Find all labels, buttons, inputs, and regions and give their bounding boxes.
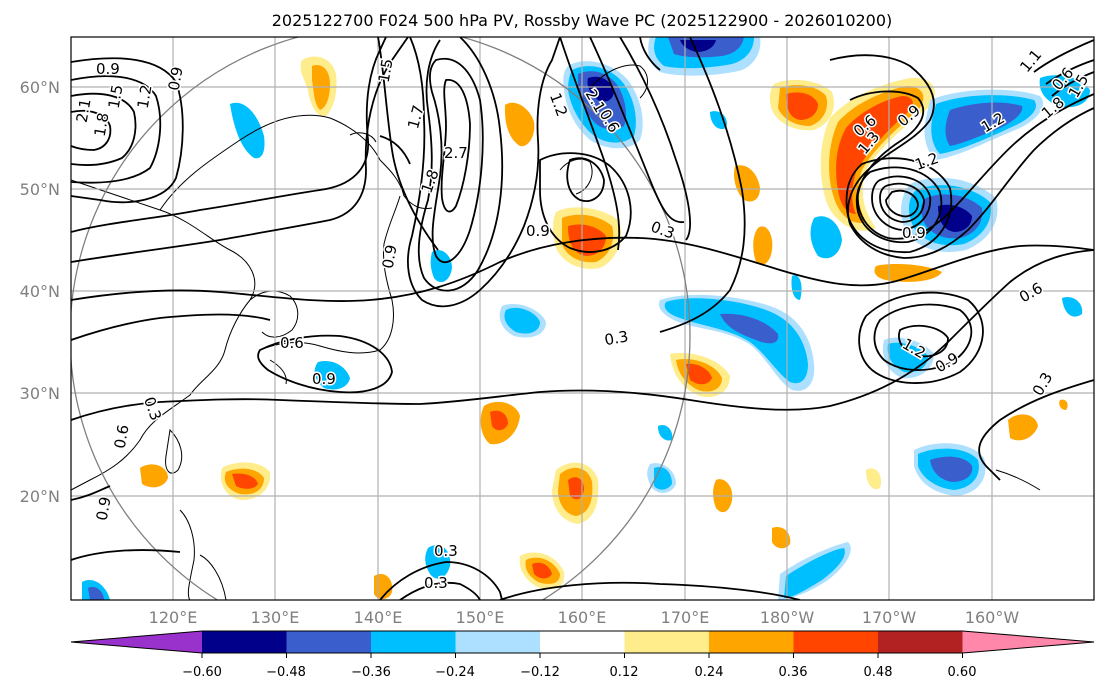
colorbar-segment (371, 631, 456, 653)
colorbar-segment (793, 631, 879, 653)
lat-label: 20°N (20, 487, 60, 506)
contour-label: 2.7 (444, 144, 468, 162)
contour-label: 0.9 (312, 370, 336, 388)
colorbar-segment (455, 631, 541, 653)
colorbar-tick-label: −0.24 (435, 665, 475, 680)
contour-label: 0.3 (434, 542, 458, 560)
contour-label: 0.9 (165, 65, 187, 92)
latitude-labels: 60°N 50°N 40°N 30°N 20°N (20, 78, 60, 506)
lon-label: 140°E (354, 608, 403, 627)
colorbar-tick-label: −0.36 (351, 665, 391, 680)
lat-label: 40°N (20, 282, 60, 301)
colorbar-segment (202, 631, 287, 653)
lon-label: 160°W (965, 608, 1020, 627)
lon-label: 180°W (760, 608, 815, 627)
range-circle (71, 37, 691, 600)
colorbar-tick-label: 0.48 (864, 665, 893, 680)
contour-label: 0.9 (96, 60, 120, 78)
colorbar (70, 630, 1095, 658)
colorbar-tick-label: 0.24 (695, 665, 724, 680)
lon-label: 120°E (149, 608, 198, 627)
map-frame (70, 36, 1095, 601)
colorbar-tick-label: 0.60 (948, 665, 977, 680)
colorbar-segment (709, 631, 794, 653)
colorbar-tick-labels: −0.60 −0.48 −0.36 −0.24 −0.12 0.12 0.24 … (182, 665, 976, 680)
lon-label: 130°E (251, 608, 300, 627)
lon-label: 150°E (456, 608, 505, 627)
map-area: 0.9 1.2 2.1 1.8 1.5 0.9 1.5 1.7 2.7 1.8 … (71, 37, 1094, 600)
colorbar-tick-label: −0.12 (520, 665, 560, 680)
lon-label: 160°E (558, 608, 607, 627)
colorbar-tick-label: 0.12 (610, 665, 639, 680)
contour-label: 0.9 (526, 222, 550, 240)
colorbar-segment (624, 631, 710, 653)
lon-label: 170°W (862, 608, 917, 627)
negative-anomaly-shading (82, 37, 1090, 600)
lat-label: 50°N (20, 180, 60, 199)
contour-label: 0.3 (603, 327, 630, 349)
lat-label: 60°N (20, 78, 60, 97)
positive-anomaly-shading (140, 56, 1068, 600)
colorbar-extend-low (71, 631, 202, 653)
contour-label: 0.6 (111, 423, 133, 450)
colorbar-tick-label: −0.60 (182, 665, 222, 680)
colorbar-segment (878, 631, 963, 653)
colorbar-tick-label: −0.48 (266, 665, 306, 680)
lat-label: 30°N (20, 384, 60, 403)
graticule (71, 37, 1094, 600)
map-title: 2025122700 F024 500 hPa PV, Rossby Wave … (272, 11, 893, 30)
pv-contours (71, 37, 1094, 600)
colorbar-extend-high (962, 631, 1094, 653)
lon-label: 170°E (661, 608, 710, 627)
contour-label: 1.2 (134, 83, 156, 110)
colorbar-tick-label: 0.36 (779, 665, 808, 680)
colorbar-segment (286, 631, 372, 653)
colorbar-segment (540, 631, 625, 653)
contour-label: 0.9 (379, 243, 401, 270)
contour-label: 0.3 (424, 574, 448, 592)
contour-label: 0.9 (902, 224, 926, 242)
longitude-labels: 120°E 130°E 140°E 150°E 160°E 170°E 180°… (149, 608, 1020, 627)
contour-label: 0.6 (280, 334, 304, 352)
